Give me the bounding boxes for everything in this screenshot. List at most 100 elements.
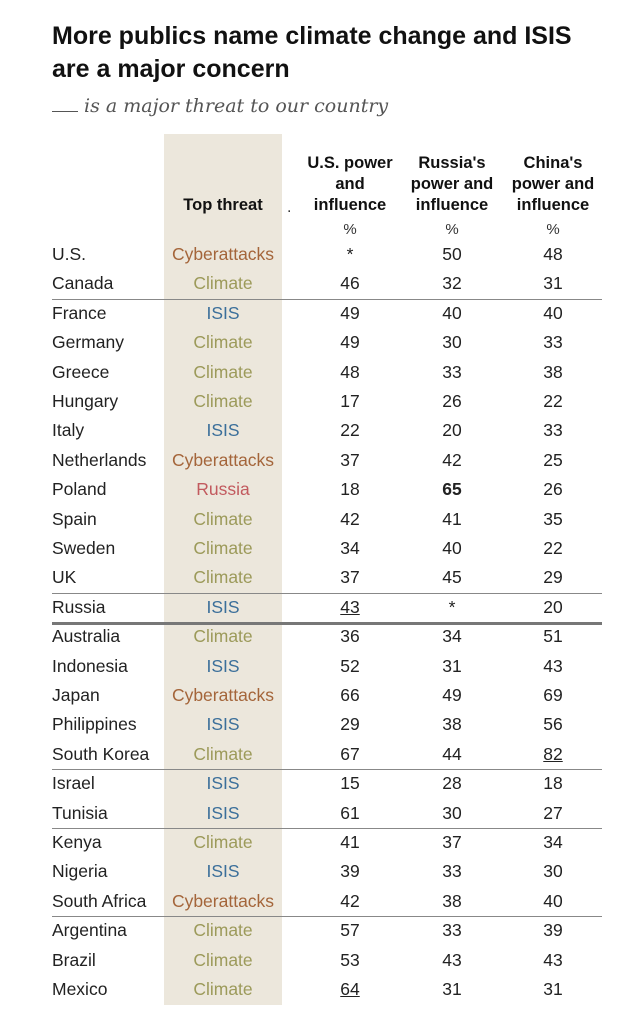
region-divider [52, 622, 602, 626]
us-power-value: 52 [340, 655, 360, 676]
china-power-value: 22 [543, 538, 563, 558]
us-power-value: 42 [340, 890, 360, 911]
country-label: Poland [52, 479, 107, 500]
country-label: Philippines [52, 714, 137, 735]
us-power-value: 34 [340, 538, 360, 558]
china-power-value: 48 [543, 244, 563, 264]
russia-power-value: 38 [442, 714, 462, 735]
us-power-value: 61 [340, 802, 360, 823]
top-threat-cell: Cyberattacks [171, 685, 275, 705]
table-row: U.S. Cyberattacks * 50 48 [52, 240, 600, 269]
china-power-value: 25 [543, 449, 563, 470]
us-power-value: 49 [340, 332, 360, 353]
russia-power-value: 44 [442, 743, 462, 764]
russia-power-value: 38 [442, 890, 462, 911]
top-threat-cell: Climate [193, 979, 253, 999]
title-line-2: are a major concern [52, 55, 290, 83]
us-power-value: 48 [340, 361, 360, 382]
table-row: Russia ISIS 43 * 20 [52, 593, 600, 622]
top-threat-cell: Climate [193, 332, 253, 353]
table-row: Canada Climate 46 32 31 [52, 269, 600, 298]
china-power-value: 18 [543, 773, 563, 794]
top-threat-cell: Cyberattacks [171, 244, 275, 264]
china-power-value: 43 [543, 949, 563, 970]
russia-power-value: 33 [442, 920, 462, 941]
header-ru-line-3: influence [415, 196, 489, 214]
us-power-value: 41 [340, 832, 360, 852]
china-power-value: 40 [543, 302, 563, 323]
us-power-value: * [346, 244, 354, 264]
china-power-value: 82 [543, 743, 563, 764]
header-cn-line-3: influence [516, 196, 590, 214]
country-label: Netherlands [52, 449, 147, 470]
russia-power-value: 43 [442, 949, 462, 970]
blank-underline [52, 111, 78, 112]
region-divider [52, 916, 602, 918]
subtitle-text: is a major threat to our country [84, 95, 389, 117]
country-label: South Africa [52, 890, 147, 911]
china-power-value: 22 [543, 391, 563, 411]
us-power-value: 39 [340, 861, 360, 882]
russia-power-value: * [448, 596, 456, 617]
table-row: Mexico Climate 64 31 31 [52, 975, 600, 1004]
us-power-value: 64 [340, 979, 360, 999]
russia-power-value: 50 [442, 244, 462, 264]
top-threat-cell: ISIS [206, 596, 240, 617]
table-row: Spain Climate 42 41 35 [52, 505, 600, 534]
russia-power-value: 40 [442, 538, 462, 558]
percent-china: % [546, 221, 560, 238]
country-label: Mexico [52, 979, 108, 999]
russia-power-value: 49 [442, 685, 462, 705]
top-threat-cell: Climate [193, 626, 253, 647]
top-threat-cell: ISIS [206, 802, 240, 823]
country-label: Italy [52, 420, 85, 441]
chart-title: More publics name climate change and ISI… [52, 20, 620, 86]
us-power-value: 57 [340, 920, 360, 941]
table-row: Nigeria ISIS 39 33 30 [52, 857, 600, 886]
top-threat-cell: Russia [196, 479, 250, 500]
country-label: Sweden [52, 538, 116, 558]
top-threat-cell: ISIS [206, 420, 240, 441]
chart-subtitle: is a major threat to our country [52, 95, 388, 117]
country-label: Russia [52, 596, 106, 617]
table-row: Australia Climate 36 34 51 [52, 622, 600, 651]
top-threat-cell: Climate [193, 949, 253, 970]
top-threat-cell: ISIS [206, 773, 240, 794]
russia-power-value: 31 [442, 655, 462, 676]
header-dot: . [287, 199, 292, 216]
russia-power-value: 32 [442, 273, 462, 294]
us-power-value: 29 [340, 714, 360, 735]
china-power-value: 35 [543, 508, 563, 529]
table-row: Argentina Climate 57 33 39 [52, 916, 600, 945]
country-label: Kenya [52, 832, 102, 852]
country-label: Japan [52, 685, 100, 705]
percent-russia: % [445, 221, 459, 238]
us-power-value: 15 [340, 773, 360, 794]
russia-power-value: 28 [442, 773, 462, 794]
table-row: Israel ISIS 15 28 18 [52, 769, 600, 798]
top-threat-cell: Climate [193, 361, 253, 382]
country-label: Tunisia [52, 802, 108, 823]
top-threat-column-shade [164, 134, 282, 1005]
us-power-value: 49 [340, 302, 360, 323]
header-cn-line-1: China's [523, 154, 583, 172]
country-label: Israel [52, 773, 95, 794]
country-label: Greece [52, 361, 110, 382]
russia-power-value: 31 [442, 979, 462, 999]
us-power-value: 42 [340, 508, 360, 529]
top-threat-cell: Climate [193, 743, 253, 764]
russia-power-value: 40 [442, 302, 462, 323]
china-power-value: 43 [543, 655, 563, 676]
russia-power-value: 42 [442, 449, 462, 470]
us-power-value: 22 [340, 420, 360, 441]
percent-us: % [343, 221, 357, 238]
us-power-value: 46 [340, 273, 360, 294]
country-label: Germany [52, 332, 124, 353]
region-divider [52, 592, 602, 594]
table-row: UK Climate 37 45 29 [52, 563, 600, 592]
top-threat-cell: ISIS [206, 655, 240, 676]
us-power-value: 67 [340, 743, 360, 764]
china-power-value: 31 [543, 979, 563, 999]
russia-power-value: 20 [442, 420, 462, 441]
china-power-value: 29 [543, 567, 563, 588]
